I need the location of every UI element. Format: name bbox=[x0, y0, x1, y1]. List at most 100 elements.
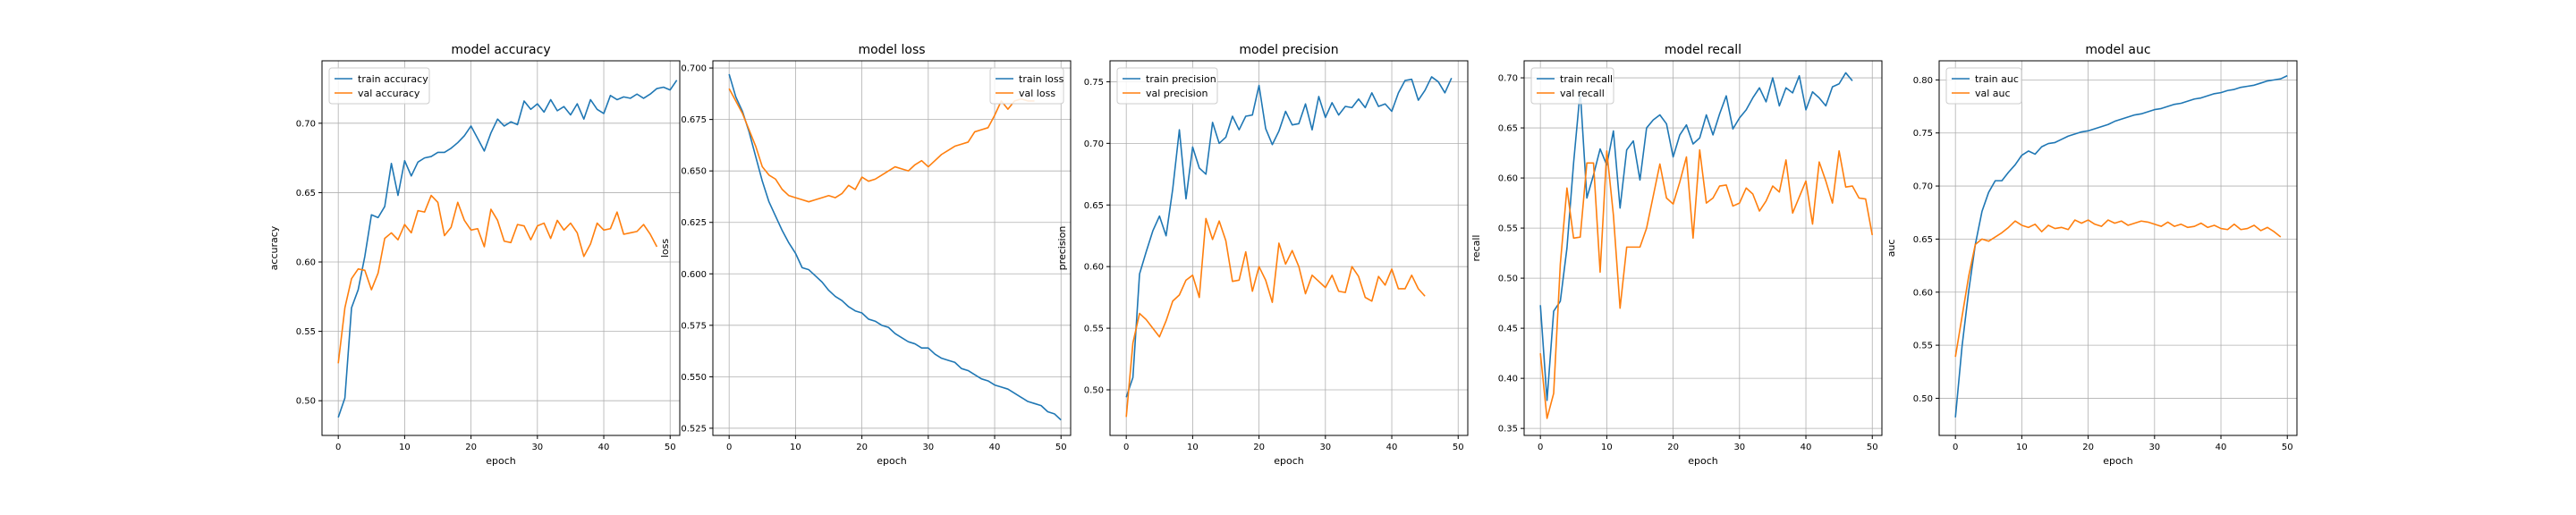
legend-label: val accuracy bbox=[358, 88, 420, 99]
legend-box bbox=[328, 67, 430, 105]
x-tick-label: 40 bbox=[989, 443, 1001, 452]
chart-title: model recall bbox=[1665, 43, 1741, 57]
series-line-train bbox=[1539, 72, 1853, 401]
x-axis-label: epoch bbox=[1688, 455, 1718, 467]
chart-panel-0: 0 10 20 30 40 50 0.50 0.55 0.60 0.65 0.70 model acc… bbox=[268, 43, 681, 467]
x-tick-label: 0 bbox=[335, 443, 341, 452]
y-tick-label: 0.50 bbox=[1913, 394, 1933, 404]
x-tick-label: 20 bbox=[1253, 443, 1265, 452]
x-tick-label: 50 bbox=[2282, 443, 2293, 452]
legend-label: train precision bbox=[1146, 73, 1216, 85]
x-tick-label: 20 bbox=[465, 443, 477, 452]
x-tick-label: 30 bbox=[1319, 443, 1331, 452]
y-tick-label: 0.55 bbox=[296, 327, 316, 337]
y-tick-label: 0.575 bbox=[681, 321, 707, 331]
legend-box bbox=[989, 67, 1064, 105]
x-tick-label: 0 bbox=[726, 443, 732, 452]
chart-title: model loss bbox=[858, 43, 925, 57]
legend: train precision val precision bbox=[1116, 67, 1218, 105]
y-tick-label: 0.60 bbox=[1498, 174, 1518, 184]
x-axis-label: epoch bbox=[877, 455, 907, 467]
y-tick-label: 0.70 bbox=[1498, 74, 1518, 84]
x-tick-label: 10 bbox=[1601, 443, 1613, 452]
legend-label: val auc bbox=[1975, 88, 2011, 99]
legend-box bbox=[1945, 67, 2022, 105]
series-line-val bbox=[1125, 217, 1426, 418]
x-tick-label: 30 bbox=[531, 443, 543, 452]
x-tick-label: 30 bbox=[2148, 443, 2160, 452]
x-tick-label: 40 bbox=[1386, 443, 1398, 452]
y-tick-label: 0.625 bbox=[681, 218, 707, 228]
legend-label: train loss bbox=[1019, 73, 1064, 85]
legend-label: val precision bbox=[1146, 88, 1208, 99]
chart-panel-3: 0 10 20 30 40 50 0.35 0.40 0.45 0.50 0.55 0.60 0.65 0… bbox=[1470, 43, 1883, 467]
y-tick-label: 0.65 bbox=[296, 189, 316, 198]
x-tick-label: 30 bbox=[1733, 443, 1745, 452]
x-tick-label: 30 bbox=[922, 443, 934, 452]
series-line-val bbox=[337, 194, 658, 364]
series-line-train bbox=[1954, 74, 2288, 418]
y-tick-label: 0.45 bbox=[1498, 325, 1518, 334]
y-tick-label: 0.75 bbox=[1913, 129, 1933, 139]
legend: train auc val auc bbox=[1945, 67, 2022, 105]
y-tick-label: 0.70 bbox=[1084, 139, 1104, 149]
series-line-train bbox=[728, 73, 1062, 421]
chart-title: model precision bbox=[1239, 43, 1338, 57]
axes-frame bbox=[712, 60, 1072, 436]
y-axis-label: precision bbox=[1056, 226, 1068, 271]
y-tick-label: 0.80 bbox=[1913, 76, 1933, 86]
y-tick-label: 0.50 bbox=[1498, 274, 1518, 284]
x-tick-label: 10 bbox=[2016, 443, 2028, 452]
y-tick-label: 0.600 bbox=[681, 270, 707, 280]
y-tick-label: 0.50 bbox=[296, 397, 316, 407]
x-tick-label: 0 bbox=[1538, 443, 1543, 452]
legend: train recall val recall bbox=[1530, 67, 1614, 105]
x-tick-label: 50 bbox=[1055, 443, 1067, 452]
series-line-val bbox=[1539, 148, 1874, 419]
x-tick-label: 20 bbox=[1667, 443, 1679, 452]
y-tick-label: 0.65 bbox=[1084, 201, 1104, 211]
y-axis-label: recall bbox=[1470, 235, 1482, 262]
y-tick-label: 0.70 bbox=[1913, 182, 1933, 192]
series-line-val bbox=[728, 88, 1035, 203]
legend-label: val loss bbox=[1019, 88, 1055, 99]
legend: train loss val loss bbox=[989, 67, 1064, 105]
y-tick-label: 0.675 bbox=[681, 115, 707, 125]
axes-frame bbox=[321, 60, 681, 436]
x-tick-label: 20 bbox=[2082, 443, 2094, 452]
y-tick-label: 0.60 bbox=[1084, 263, 1104, 273]
x-tick-label: 40 bbox=[2216, 443, 2227, 452]
x-tick-label: 50 bbox=[1867, 443, 1878, 452]
chart-title: model auc bbox=[2085, 43, 2150, 57]
y-tick-label: 0.65 bbox=[1498, 124, 1518, 134]
legend-box bbox=[1116, 67, 1218, 105]
y-tick-label: 0.35 bbox=[1498, 425, 1518, 435]
chart-panel-1: 0 10 20 30 40 50 0.525 0.550 0.575 0.600 0.625 0.65… bbox=[659, 43, 1072, 467]
y-axis-label: accuracy bbox=[268, 225, 280, 270]
axes-frame bbox=[1523, 60, 1883, 436]
legend: train accuracy val accuracy bbox=[328, 67, 430, 105]
y-tick-label: 0.55 bbox=[1913, 342, 1933, 351]
x-tick-label: 40 bbox=[598, 443, 610, 452]
chart-panel-2: 0 10 20 30 40 50 0.50 0.55 0.60 0.65 0.70 0.75 model… bbox=[1056, 43, 1469, 467]
axes-frame bbox=[1109, 60, 1469, 436]
y-tick-label: 0.50 bbox=[1084, 386, 1104, 396]
x-axis-label: epoch bbox=[2103, 455, 2133, 467]
x-tick-label: 10 bbox=[790, 443, 801, 452]
y-tick-label: 0.40 bbox=[1498, 375, 1518, 384]
y-tick-label: 0.60 bbox=[296, 258, 316, 268]
legend-box bbox=[1530, 67, 1614, 105]
x-tick-label: 10 bbox=[1187, 443, 1199, 452]
series-line-train bbox=[1125, 76, 1453, 398]
y-tick-label: 0.650 bbox=[681, 167, 707, 177]
legend-label: train recall bbox=[1560, 73, 1613, 85]
y-tick-label: 0.550 bbox=[681, 373, 707, 383]
y-tick-label: 0.55 bbox=[1084, 325, 1104, 334]
x-tick-label: 20 bbox=[856, 443, 868, 452]
legend-label: train accuracy bbox=[358, 73, 428, 85]
y-tick-label: 0.60 bbox=[1913, 288, 1933, 298]
chart-title: model accuracy bbox=[451, 43, 550, 57]
x-tick-label: 10 bbox=[399, 443, 411, 452]
x-tick-label: 50 bbox=[1453, 443, 1464, 452]
